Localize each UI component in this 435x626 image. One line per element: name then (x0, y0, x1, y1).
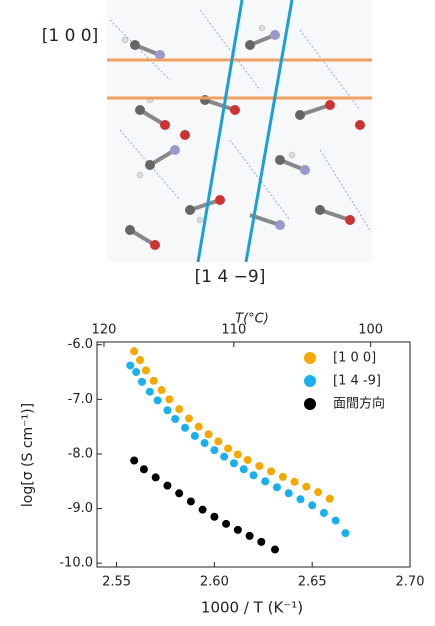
data-point (181, 424, 189, 432)
y-tick-label: -9.0 (68, 501, 93, 516)
data-point (267, 467, 275, 475)
data-point (146, 388, 154, 396)
y-axis-title: log[σ (S cm⁻¹)] (20, 403, 36, 507)
data-point (138, 378, 146, 386)
data-point (326, 495, 334, 503)
data-point (320, 509, 328, 517)
data-point (273, 483, 281, 491)
data-point (332, 517, 340, 525)
data-point (279, 473, 287, 481)
data-point (257, 538, 265, 546)
legend-marker (304, 375, 316, 387)
legend-marker (304, 352, 316, 364)
data-point (195, 423, 203, 431)
data-point (255, 462, 263, 470)
data-point (130, 457, 138, 465)
data-point (140, 465, 148, 473)
data-point (210, 513, 218, 521)
x-axis-title: 1000 / T (K⁻¹) (201, 599, 303, 617)
x-tick-label: 2.65 (298, 575, 327, 590)
data-point (308, 501, 316, 509)
page: [1 0 0] [1 4 −9] T(°C) 1000 / T (K⁻¹) lo… (0, 0, 435, 622)
data-point (341, 529, 349, 537)
data-point (191, 432, 199, 440)
data-point (271, 546, 279, 554)
data-point (302, 483, 310, 491)
data-point (246, 532, 254, 540)
data-point (314, 488, 322, 496)
y-tick-label: -6.0 (68, 337, 93, 352)
data-point (154, 396, 162, 404)
data-point (136, 356, 144, 364)
x-tick-label: 2.55 (102, 575, 131, 590)
data-point (158, 386, 166, 394)
data-point (285, 489, 293, 497)
data-point (244, 456, 252, 464)
data-point (187, 497, 195, 505)
data-point (240, 465, 248, 473)
legend-marker (304, 398, 316, 410)
data-point (230, 459, 238, 467)
top-tick-label: 120 (92, 323, 117, 338)
structure-background (107, 0, 372, 262)
data-point (150, 377, 158, 385)
data-point (261, 477, 269, 485)
y-tick-label: -8.0 (68, 446, 93, 461)
legend-label: [1 0 0] (333, 351, 376, 366)
data-point (126, 361, 134, 369)
data-point (163, 406, 171, 414)
data-point (214, 437, 222, 445)
data-point (142, 366, 150, 374)
data-point (171, 415, 179, 423)
data-point (132, 368, 140, 376)
data-point (291, 478, 299, 486)
data-point (234, 451, 242, 459)
crystal-structure (107, 0, 372, 262)
data-point (175, 405, 183, 413)
y-tick-label: -7.0 (68, 392, 93, 407)
data-point (222, 520, 230, 528)
data-point (205, 430, 213, 438)
y-tick-label: -10.0 (59, 556, 93, 571)
data-point (175, 489, 183, 497)
legend-label: 面間方向 (333, 396, 385, 412)
x-tick-label: 2.60 (200, 575, 229, 590)
data-point (199, 506, 207, 514)
data-point (152, 473, 160, 481)
data-point (201, 439, 209, 447)
data-point (130, 347, 138, 355)
data-point (163, 482, 171, 490)
data-point (165, 395, 173, 403)
legend-label: [1 4 -9] (333, 374, 381, 389)
direction-label: [1 0 0] (42, 26, 99, 46)
top-tick-label: 110 (221, 323, 246, 338)
data-point (185, 414, 193, 422)
direction-label: [1 4 −9] (195, 267, 266, 287)
data-point (296, 495, 304, 503)
data-point (250, 471, 258, 479)
data-point (234, 526, 242, 534)
data-point (220, 453, 228, 461)
data-point (210, 446, 218, 454)
x-tick-label: 2.70 (396, 575, 425, 590)
data-point (224, 444, 232, 452)
top-tick-label: 100 (358, 323, 383, 338)
